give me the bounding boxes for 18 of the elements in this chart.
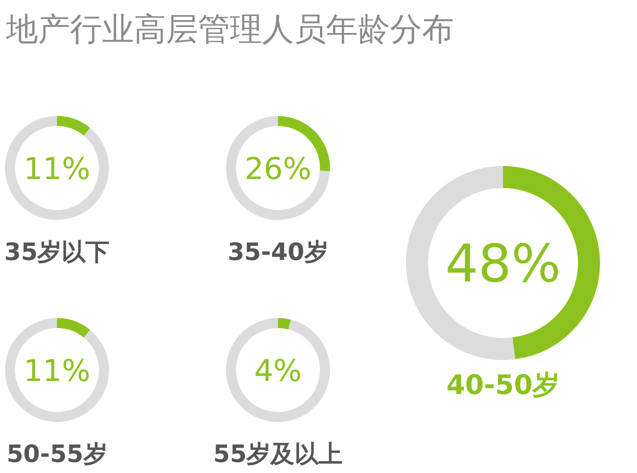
donut-slice — [278, 318, 291, 330]
text: 地产行业高层管理人员年龄分布 — [5, 10, 454, 48]
text: 11% — [24, 354, 90, 389]
text: 35岁以下 — [4, 238, 110, 266]
donut-slice — [5, 116, 109, 220]
donut-slice — [57, 116, 90, 136]
text: 40-50岁 — [446, 370, 560, 401]
text: 26% — [244, 152, 312, 187]
donut-slice — [5, 318, 109, 422]
text: 55岁及以上 — [213, 440, 343, 468]
text: 4% — [254, 354, 302, 389]
text: 48% — [445, 234, 561, 295]
text: 50-55岁 — [6, 440, 108, 468]
text: 35-40岁 — [228, 238, 328, 266]
donut-slice — [226, 116, 330, 220]
donut-slice — [57, 318, 90, 338]
donut-slice — [226, 318, 330, 422]
text: 11% — [24, 152, 90, 187]
